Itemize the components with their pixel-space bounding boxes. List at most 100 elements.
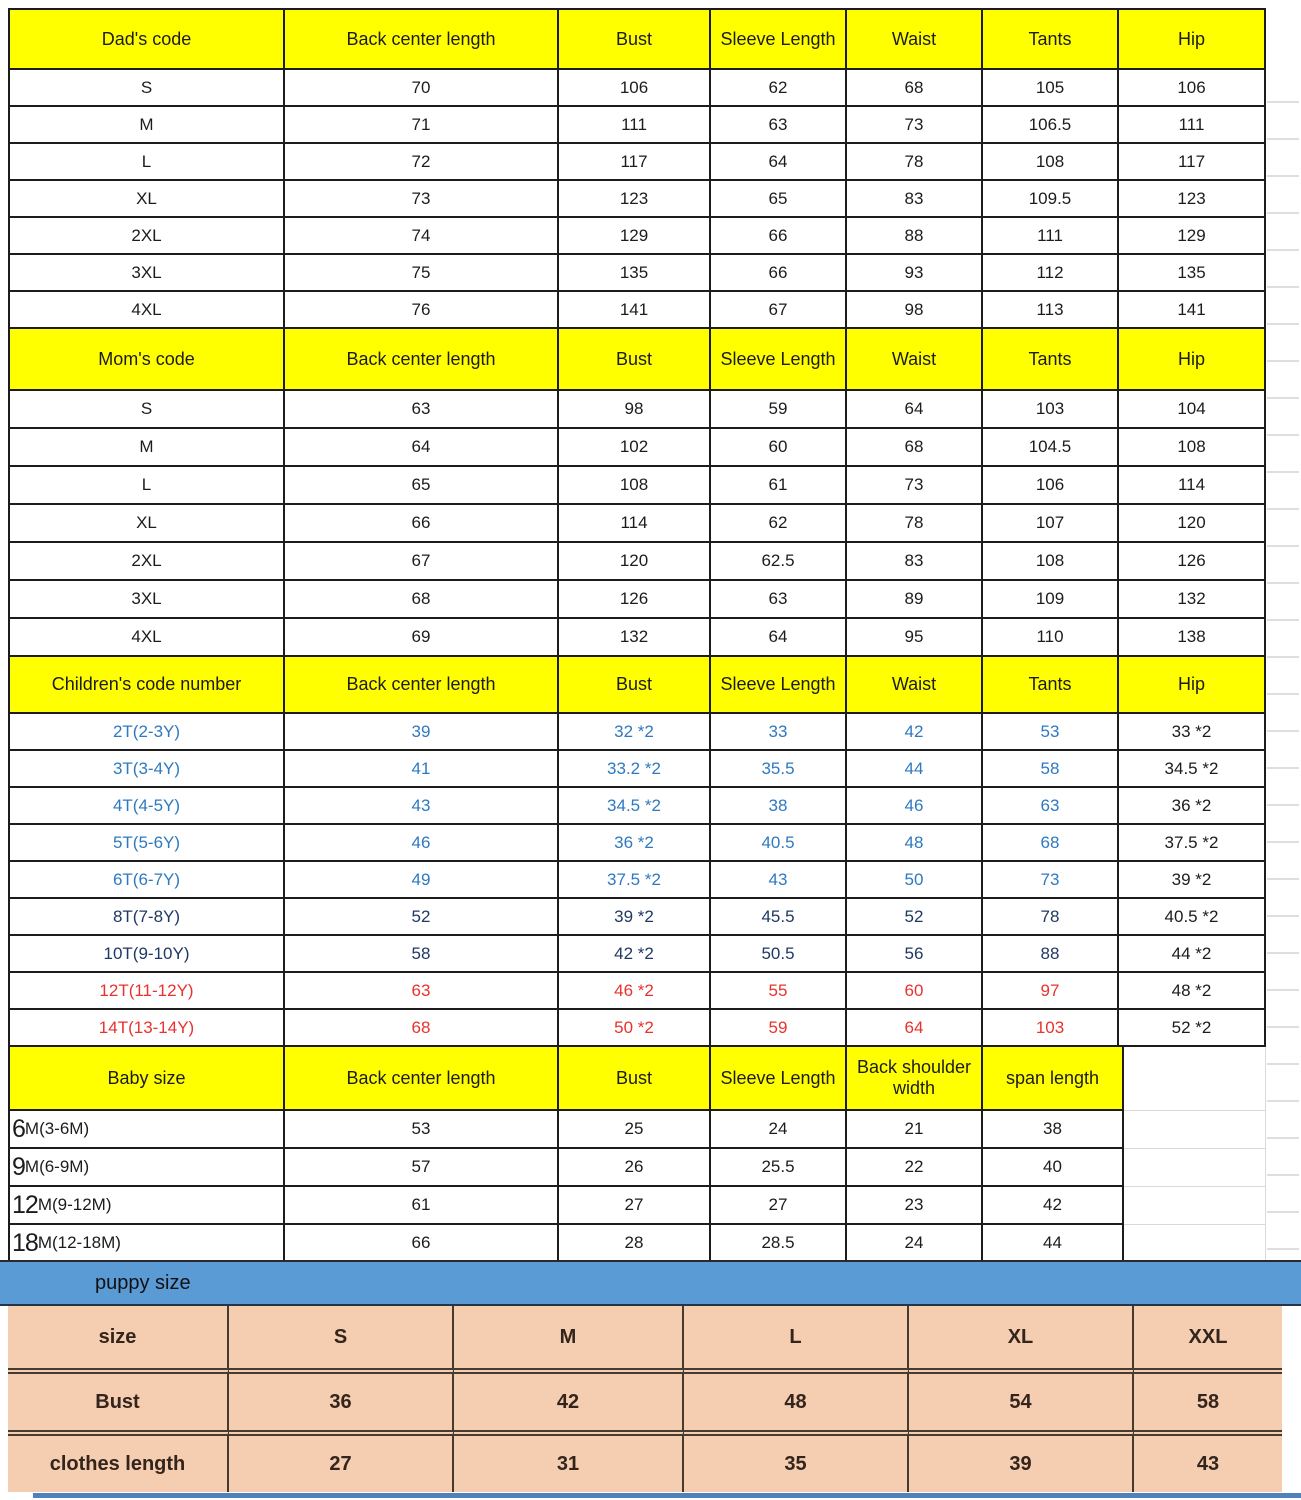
children-cell: 43 <box>285 788 559 825</box>
children-cell: 36 *2 <box>559 825 711 862</box>
dad-cell: 83 <box>847 181 983 218</box>
children-cell: 4T(4-5Y) <box>10 788 285 825</box>
puppy-value-cell: 27 <box>229 1430 454 1492</box>
children-column-header: Bust <box>559 657 711 714</box>
mom-cell: 106 <box>983 467 1119 505</box>
baby-label-rest: M(3-6M) <box>24 1119 90 1139</box>
dad-column-header: Bust <box>559 10 711 70</box>
children-cell: 42 <box>847 714 983 751</box>
empty-grid-cell <box>1124 1149 1266 1187</box>
dad-cell: 129 <box>559 218 711 255</box>
dad-cell: 75 <box>285 255 559 292</box>
mom-cell: 109 <box>983 581 1119 619</box>
baby-value-cell: 28.5 <box>711 1225 847 1263</box>
mom-cell: 65 <box>285 467 559 505</box>
children-cell: 50 *2 <box>559 1010 711 1047</box>
mom-cell: 104.5 <box>983 429 1119 467</box>
dad-column-header: Tants <box>983 10 1119 70</box>
puppy-value-cell: 43 <box>1134 1430 1282 1492</box>
empty-grid-cell <box>1124 1111 1266 1149</box>
children-cell: 49 <box>285 862 559 899</box>
dad-size-section: Dad's code Back center length Bust Sleeve L… <box>10 10 1266 329</box>
children-cell: 39 <box>285 714 559 751</box>
mom-cell: 108 <box>1119 429 1266 467</box>
children-cell: 43 <box>711 862 847 899</box>
puppy-value-cell: 42 <box>454 1368 684 1430</box>
dad-cell: 111 <box>1119 107 1266 144</box>
dad-cell: 71 <box>285 107 559 144</box>
mom-cell: 3XL <box>10 581 285 619</box>
bottom-blue-strip <box>33 1493 1301 1498</box>
dad-cell: 113 <box>983 292 1119 329</box>
baby-row-label: 9 M(6-9M) <box>10 1149 285 1187</box>
dad-cell: 106.5 <box>983 107 1119 144</box>
children-cell: 97 <box>983 973 1119 1010</box>
children-cell: 45.5 <box>711 899 847 936</box>
mom-cell: 63 <box>285 391 559 429</box>
children-cell: 60 <box>847 973 983 1010</box>
children-cell: 12T(11-12Y) <box>10 973 285 1010</box>
baby-value-cell: 66 <box>285 1225 559 1263</box>
mom-size-section: Mom's code Back center length Bust Sleeve L… <box>10 329 1266 657</box>
dad-cell: XL <box>10 181 285 218</box>
puppy-size-banner: puppy size <box>0 1260 1301 1306</box>
children-cell: 33 <box>711 714 847 751</box>
baby-column-header: span length <box>983 1047 1124 1111</box>
dad-cell: 76 <box>285 292 559 329</box>
children-cell: 41 <box>285 751 559 788</box>
children-cell: 55 <box>711 973 847 1010</box>
mom-cell: 132 <box>1119 581 1266 619</box>
puppy-value-cell: XL <box>909 1306 1134 1368</box>
children-cell: 50.5 <box>711 936 847 973</box>
baby-value-cell: 22 <box>847 1149 983 1187</box>
mom-cell: 103 <box>983 391 1119 429</box>
children-cell: 44 *2 <box>1119 936 1266 973</box>
dad-cell: 135 <box>559 255 711 292</box>
children-cell: 52 *2 <box>1119 1010 1266 1047</box>
dad-cell: 117 <box>1119 144 1266 181</box>
children-cell: 33 *2 <box>1119 714 1266 751</box>
mom-cell: 108 <box>983 543 1119 581</box>
mom-cell: 95 <box>847 619 983 657</box>
baby-label-lead: 6 <box>12 1114 26 1143</box>
dad-column-header: Waist <box>847 10 983 70</box>
puppy-value-cell: XXL <box>1134 1306 1282 1368</box>
baby-label-rest: M(9-12M) <box>37 1195 112 1215</box>
children-cell: 36 *2 <box>1119 788 1266 825</box>
children-cell: 35.5 <box>711 751 847 788</box>
children-cell: 63 <box>285 973 559 1010</box>
mom-column-header: Hip <box>1119 329 1266 391</box>
mom-cell: 120 <box>559 543 711 581</box>
children-column-header: Back center length <box>285 657 559 714</box>
dad-cell: 117 <box>559 144 711 181</box>
children-cell: 44 <box>847 751 983 788</box>
mom-column-header: Back center length <box>285 329 559 391</box>
puppy-value-cell: 35 <box>684 1430 909 1492</box>
dad-column-header: Dad's code <box>10 10 285 70</box>
mom-cell: 89 <box>847 581 983 619</box>
children-column-header: Tants <box>983 657 1119 714</box>
mom-column-header: Waist <box>847 329 983 391</box>
dad-cell: 123 <box>1119 181 1266 218</box>
children-cell: 46 <box>847 788 983 825</box>
mom-cell: 4XL <box>10 619 285 657</box>
mom-column-header: Mom's code <box>10 329 285 391</box>
mom-cell: 68 <box>847 429 983 467</box>
children-cell: 73 <box>983 862 1119 899</box>
dad-cell: 141 <box>1119 292 1266 329</box>
dad-cell: 66 <box>711 255 847 292</box>
children-cell: 2T(2-3Y) <box>10 714 285 751</box>
baby-label-lead: 9 <box>12 1152 26 1181</box>
mom-cell: 69 <box>285 619 559 657</box>
children-cell: 32 *2 <box>559 714 711 751</box>
mom-cell: M <box>10 429 285 467</box>
children-column-header: Children's code number <box>10 657 285 714</box>
mom-cell: 64 <box>285 429 559 467</box>
puppy-value-cell: 39 <box>909 1430 1134 1492</box>
mom-cell: 2XL <box>10 543 285 581</box>
children-cell: 42 *2 <box>559 936 711 973</box>
mom-cell: 83 <box>847 543 983 581</box>
baby-value-cell: 53 <box>285 1111 559 1149</box>
children-cell: 3T(3-4Y) <box>10 751 285 788</box>
children-cell: 14T(13-14Y) <box>10 1010 285 1047</box>
